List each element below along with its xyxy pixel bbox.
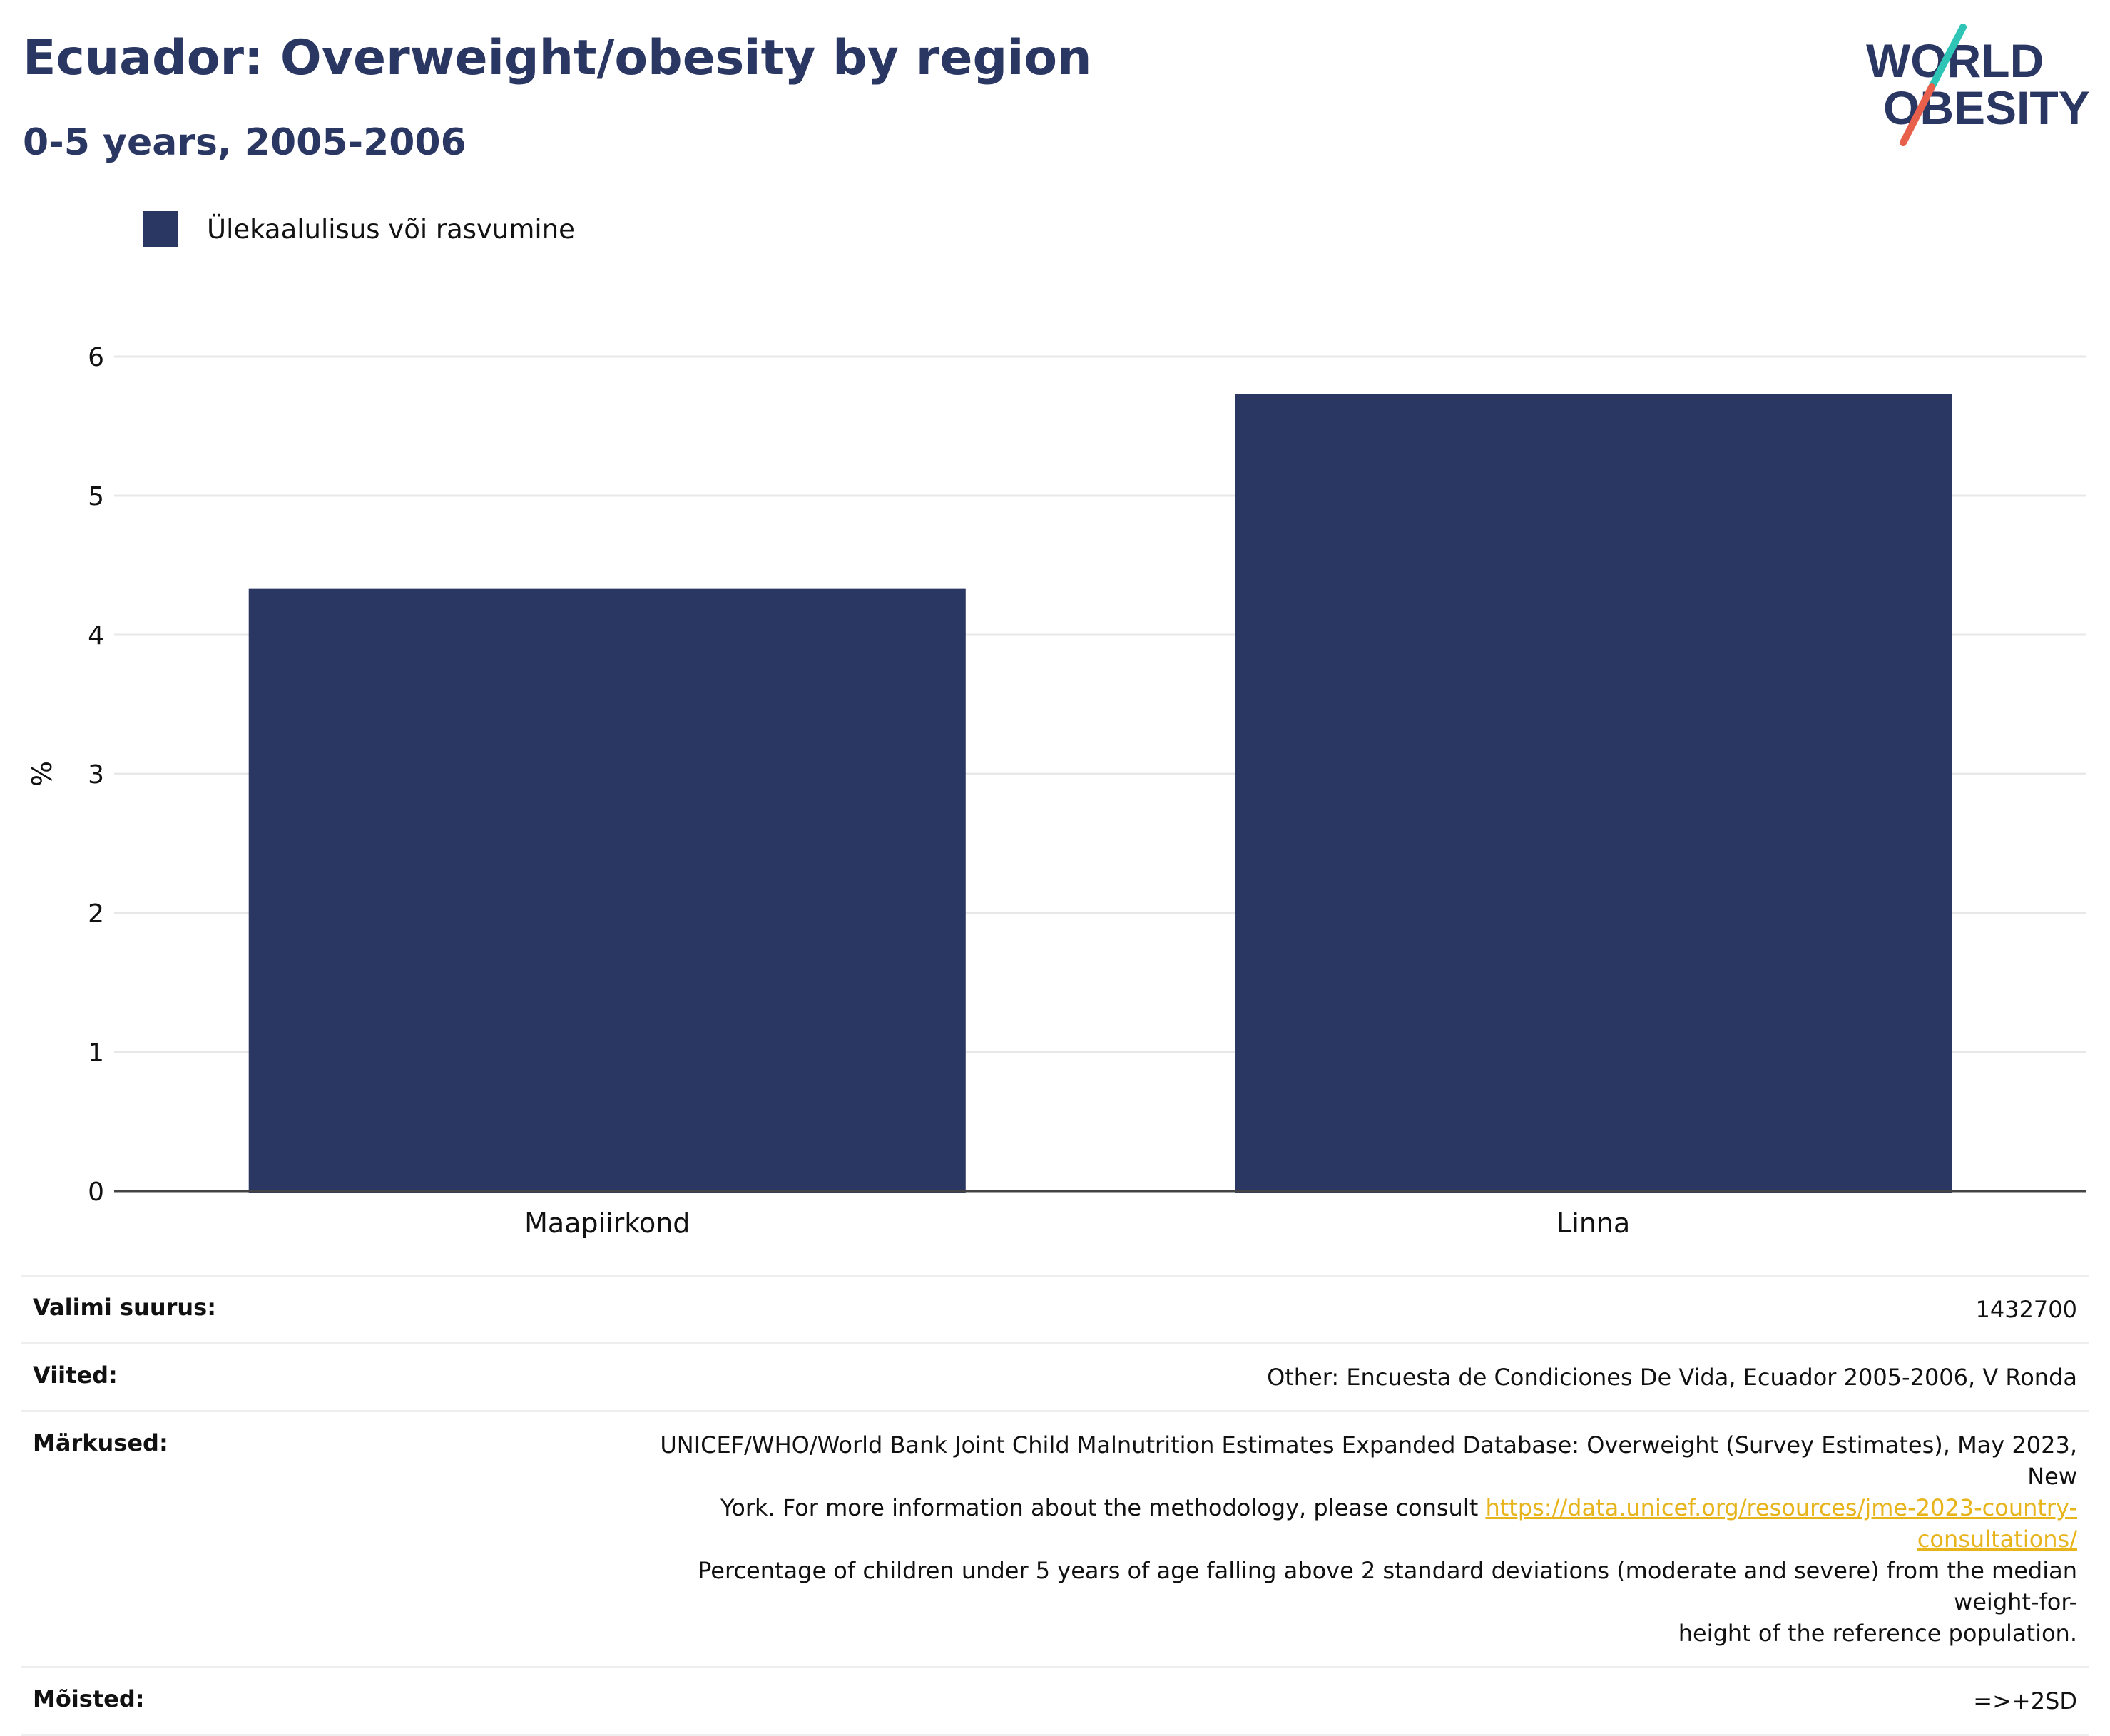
info-row-references: Viited: Other: Encuesta de Condiciones D… xyxy=(21,1342,2089,1410)
x-tick-label-linna: Linna xyxy=(1556,1207,1630,1239)
y-tick-label-2: 2 xyxy=(88,899,104,929)
logo-slash-top xyxy=(1928,24,1967,91)
y-tick-label-3: 3 xyxy=(88,760,104,790)
y-tick-label-4: 4 xyxy=(88,621,104,650)
bar-chart: 0 1 2 3 4 5 6% Maapiirkond Linna xyxy=(26,343,2086,1239)
x-tick-label-maapiirkond: Maapiirkond xyxy=(524,1207,690,1239)
y-tick-label-5: 5 xyxy=(88,482,104,511)
notes-line-2: York. For more information about the met… xyxy=(720,1494,1486,1521)
notes-label: Märkused: xyxy=(33,1429,168,1456)
notes-line-1: UNICEF/WHO/World Bank Joint Child Malnut… xyxy=(660,1431,2077,1490)
y-tick-label-0: 0 xyxy=(88,1178,104,1207)
notes-line-4: height of the reference population. xyxy=(1678,1620,2077,1647)
y-tick-label-6: 6 xyxy=(88,343,104,372)
sample-size-label: Valimi suurus: xyxy=(33,1294,217,1321)
bar-linna xyxy=(1235,394,1952,1193)
bar-maapiirkond xyxy=(248,588,966,1193)
notes-line-3: Percentage of children under 5 years of … xyxy=(698,1557,2077,1615)
legend[interactable]: Ülekaalulisus või rasvumine xyxy=(143,211,575,247)
legend-label: Ülekaalulisus või rasvumine xyxy=(207,213,575,245)
info-row-notes: Märkused: UNICEF/WHO/World Bank Joint Ch… xyxy=(21,1410,2089,1666)
references-label: Viited: xyxy=(33,1362,118,1389)
info-row-definitions: Mõisted: =>+2SD xyxy=(21,1666,2089,1736)
definitions-label: Mõisted: xyxy=(33,1685,145,1712)
sample-size-value: 1432700 xyxy=(1975,1296,2077,1323)
definitions-value: =>+2SD xyxy=(1973,1688,2077,1715)
y-tick-label-1: 1 xyxy=(88,1038,104,1068)
methodology-link[interactable]: https://data.unicef.org/resources/jme-20… xyxy=(1485,1494,2077,1553)
chart-title: Ecuador: Overweight/obesity by region xyxy=(23,30,1092,86)
world-obesity-logo: WORLD OBESITY xyxy=(1855,20,2097,148)
info-row-sample-size: Valimi suurus: 1432700 xyxy=(21,1275,2089,1342)
references-value: Other: Encuesta de Condiciones De Vida, … xyxy=(1267,1364,2077,1391)
legend-swatch xyxy=(143,211,178,247)
info-table: Valimi suurus: 1432700 Viited: Other: En… xyxy=(21,1275,2089,1736)
logo-slash-bottom xyxy=(1900,83,1935,146)
y-axis-label: % xyxy=(26,761,58,787)
chart-subtitle: 0-5 years, 2005-2006 xyxy=(23,121,467,164)
notes-value: UNICEF/WHO/World Bank Joint Child Malnut… xyxy=(651,1429,2077,1649)
